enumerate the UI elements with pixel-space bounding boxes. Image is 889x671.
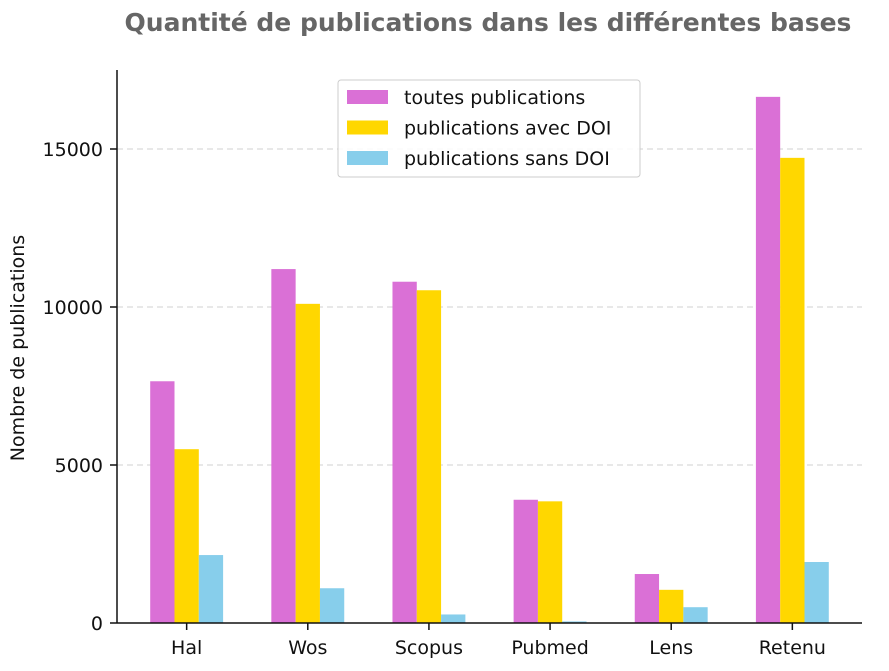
- bar-scopus-series-3: [441, 614, 466, 623]
- legend-box: [337, 79, 641, 178]
- x-tick-label: Retenu: [759, 637, 826, 659]
- y-tick-label: 15000: [43, 139, 103, 161]
- bar-pubmed-series-3: [562, 621, 587, 623]
- y-axis-label: Nombre de publications: [7, 235, 29, 461]
- x-tick-label: Hal: [171, 637, 202, 659]
- y-tick-label: 0: [91, 613, 103, 635]
- bar-scopus-series-1: [392, 281, 417, 623]
- axes: 0 5000 10000 15000 Hal Wos Scopus Pubmed Lens Ret…: [43, 70, 862, 659]
- legend-label: toutes publications: [404, 87, 585, 109]
- grid-lines: [117, 148, 862, 466]
- bar-hal-series-2: [174, 449, 199, 623]
- bar-retenu-series-2: [780, 157, 805, 623]
- bar-pubmed-series-2: [537, 501, 563, 623]
- x-tick-label: Scopus: [395, 637, 463, 659]
- bar-retenu-series-3: [804, 562, 829, 623]
- bar-hal-series-1: [150, 381, 175, 623]
- legend-label: publications sans DOI: [404, 148, 610, 170]
- bar-wos-series-3: [319, 588, 345, 623]
- legend-swatch: [347, 120, 388, 135]
- bar-pubmed-series-1: [513, 499, 538, 623]
- bar-lens-series-2: [659, 589, 684, 623]
- legend: toutes publications publications avec DOI…: [337, 79, 641, 178]
- bar-scopus-series-2: [416, 290, 442, 623]
- y-tick-label: 5000: [55, 455, 103, 477]
- legend-swatch: [347, 151, 388, 165]
- bar-wos-series-1: [271, 269, 296, 623]
- legend-swatch: [347, 90, 388, 104]
- bar-wos-series-2: [295, 303, 320, 623]
- x-tick-label: Wos: [288, 637, 327, 659]
- y-tick-label: 10000: [43, 297, 103, 319]
- bar-lens-series-1: [634, 574, 660, 623]
- chart-title: Quantité de publications dans les différ…: [125, 8, 852, 37]
- bars: [150, 96, 829, 624]
- x-tick-label: Pubmed: [511, 637, 588, 659]
- legend-label: publications avec DOI: [404, 118, 611, 140]
- x-tick-label: Lens: [649, 637, 693, 659]
- bar-lens-series-3: [683, 607, 708, 623]
- bar-retenu-series-1: [755, 96, 781, 624]
- bar-hal-series-3: [198, 555, 224, 623]
